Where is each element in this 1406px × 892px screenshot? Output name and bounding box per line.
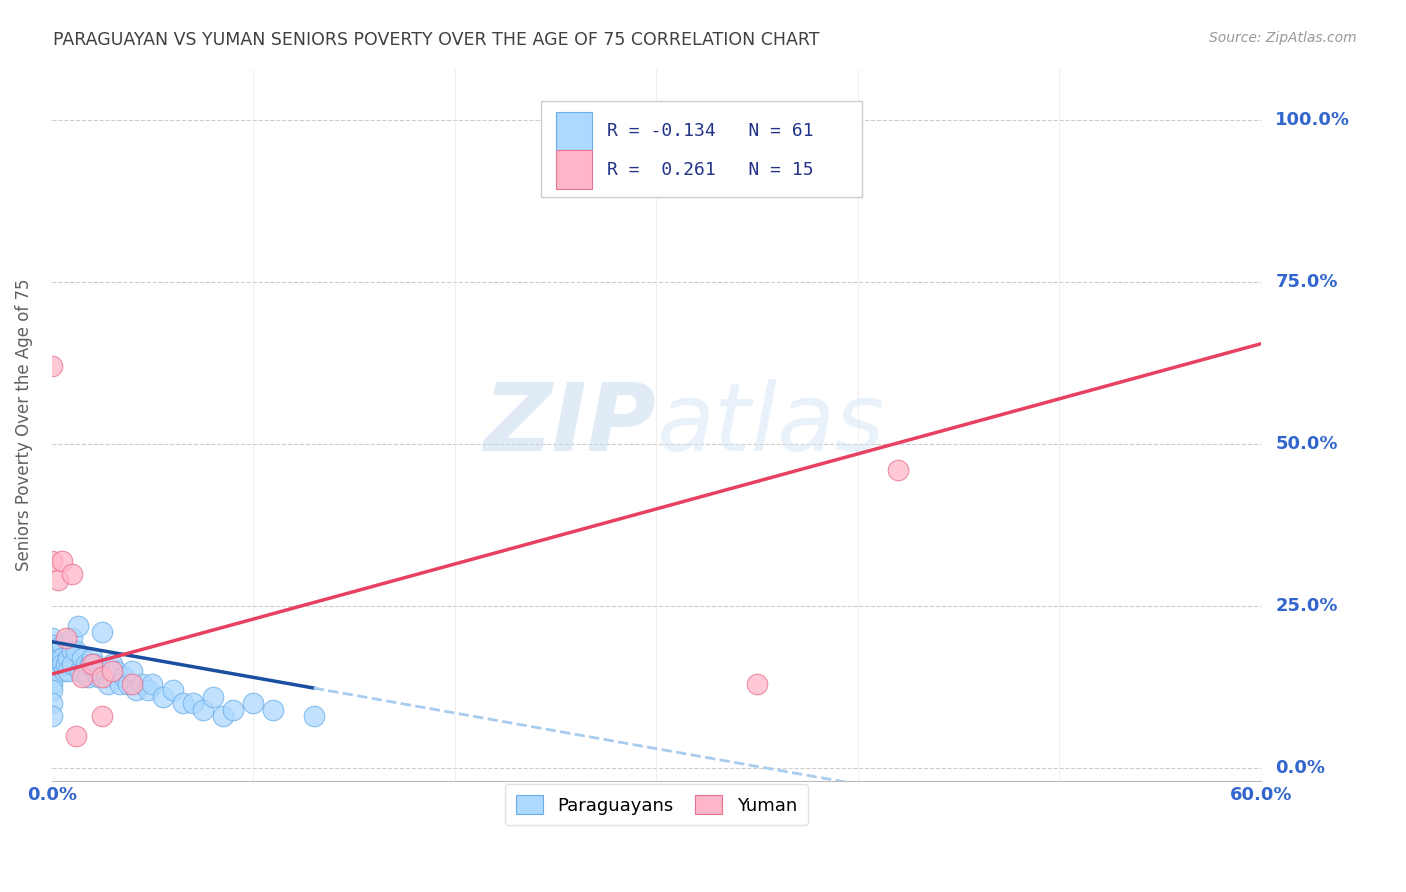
Text: 0.0%: 0.0% [1275,759,1326,777]
Point [96,670,118,684]
Y-axis label: Seniors Poverty Over the Age of 75: Seniors Poverty Over the Age of 75 [15,278,32,571]
Point [46,644,69,658]
Point [60,657,83,672]
Point [162,683,184,698]
Point [745,677,768,691]
Point [222,703,245,717]
Point [51,554,73,568]
Point [56,651,79,665]
Point [41,696,63,710]
Point [125,683,148,698]
Point [105,664,128,678]
Point [172,696,194,710]
Point [101,664,124,678]
Text: R =  0.261   N = 15: R = 0.261 N = 15 [606,161,813,178]
Point [55,657,77,672]
Point [191,703,214,717]
Point [41,677,63,691]
Point [55,632,77,646]
Text: R = -0.134   N = 61: R = -0.134 N = 61 [606,122,813,140]
Point [70,651,93,665]
Point [79,657,101,672]
Point [91,709,114,723]
Point [121,677,143,691]
Point [302,709,325,723]
FancyBboxPatch shape [541,101,862,197]
FancyBboxPatch shape [555,112,592,151]
Point [121,664,143,678]
Point [89,664,111,678]
Text: ZIP: ZIP [484,379,657,471]
Point [117,677,139,691]
Point [41,683,63,698]
Text: 75.0%: 75.0% [1275,273,1337,292]
Point [65,644,87,658]
Point [75,657,97,672]
Point [91,625,114,640]
Point [41,554,63,568]
Point [56,664,79,678]
Point [887,463,910,477]
Point [41,664,63,678]
Text: atlas: atlas [657,379,884,470]
Point [41,660,63,674]
Text: Source: ZipAtlas.com: Source: ZipAtlas.com [1209,31,1357,45]
Point [41,632,63,646]
Point [152,690,174,704]
Point [101,657,124,672]
Point [80,657,103,672]
Point [131,677,153,691]
Point [80,651,103,665]
Point [77,670,100,684]
Point [51,638,73,652]
FancyBboxPatch shape [555,150,592,189]
Text: 25.0%: 25.0% [1275,597,1337,615]
Point [51,657,73,672]
Point [110,677,132,691]
Point [41,359,63,374]
Point [60,566,83,581]
Point [66,618,89,632]
Point [41,657,63,672]
Point [91,670,114,684]
Point [141,677,163,691]
Point [70,670,93,684]
Point [201,690,224,704]
Text: 50.0%: 50.0% [1275,435,1337,453]
Point [41,709,63,723]
Text: 100.0%: 100.0% [1275,112,1350,129]
Point [65,729,87,743]
Point [84,664,107,678]
Point [51,651,73,665]
Point [138,683,160,698]
Point [262,703,284,717]
Point [60,632,83,646]
Point [41,638,63,652]
Text: PARAGUAYAN VS YUMAN SENIORS POVERTY OVER THE AGE OF 75 CORRELATION CHART: PARAGUAYAN VS YUMAN SENIORS POVERTY OVER… [53,31,820,49]
Point [41,670,63,684]
Point [46,573,69,587]
Point [41,644,63,658]
Point [60,644,83,658]
Point [212,709,235,723]
Legend: Paraguayans, Yuman: Paraguayans, Yuman [505,784,807,825]
Point [52,664,75,678]
Point [49,651,72,665]
Point [87,670,110,684]
Point [69,664,91,678]
Point [73,664,96,678]
Point [112,670,135,684]
Point [83,657,105,672]
Point [181,696,204,710]
Point [41,651,63,665]
Point [242,696,264,710]
Point [97,677,120,691]
